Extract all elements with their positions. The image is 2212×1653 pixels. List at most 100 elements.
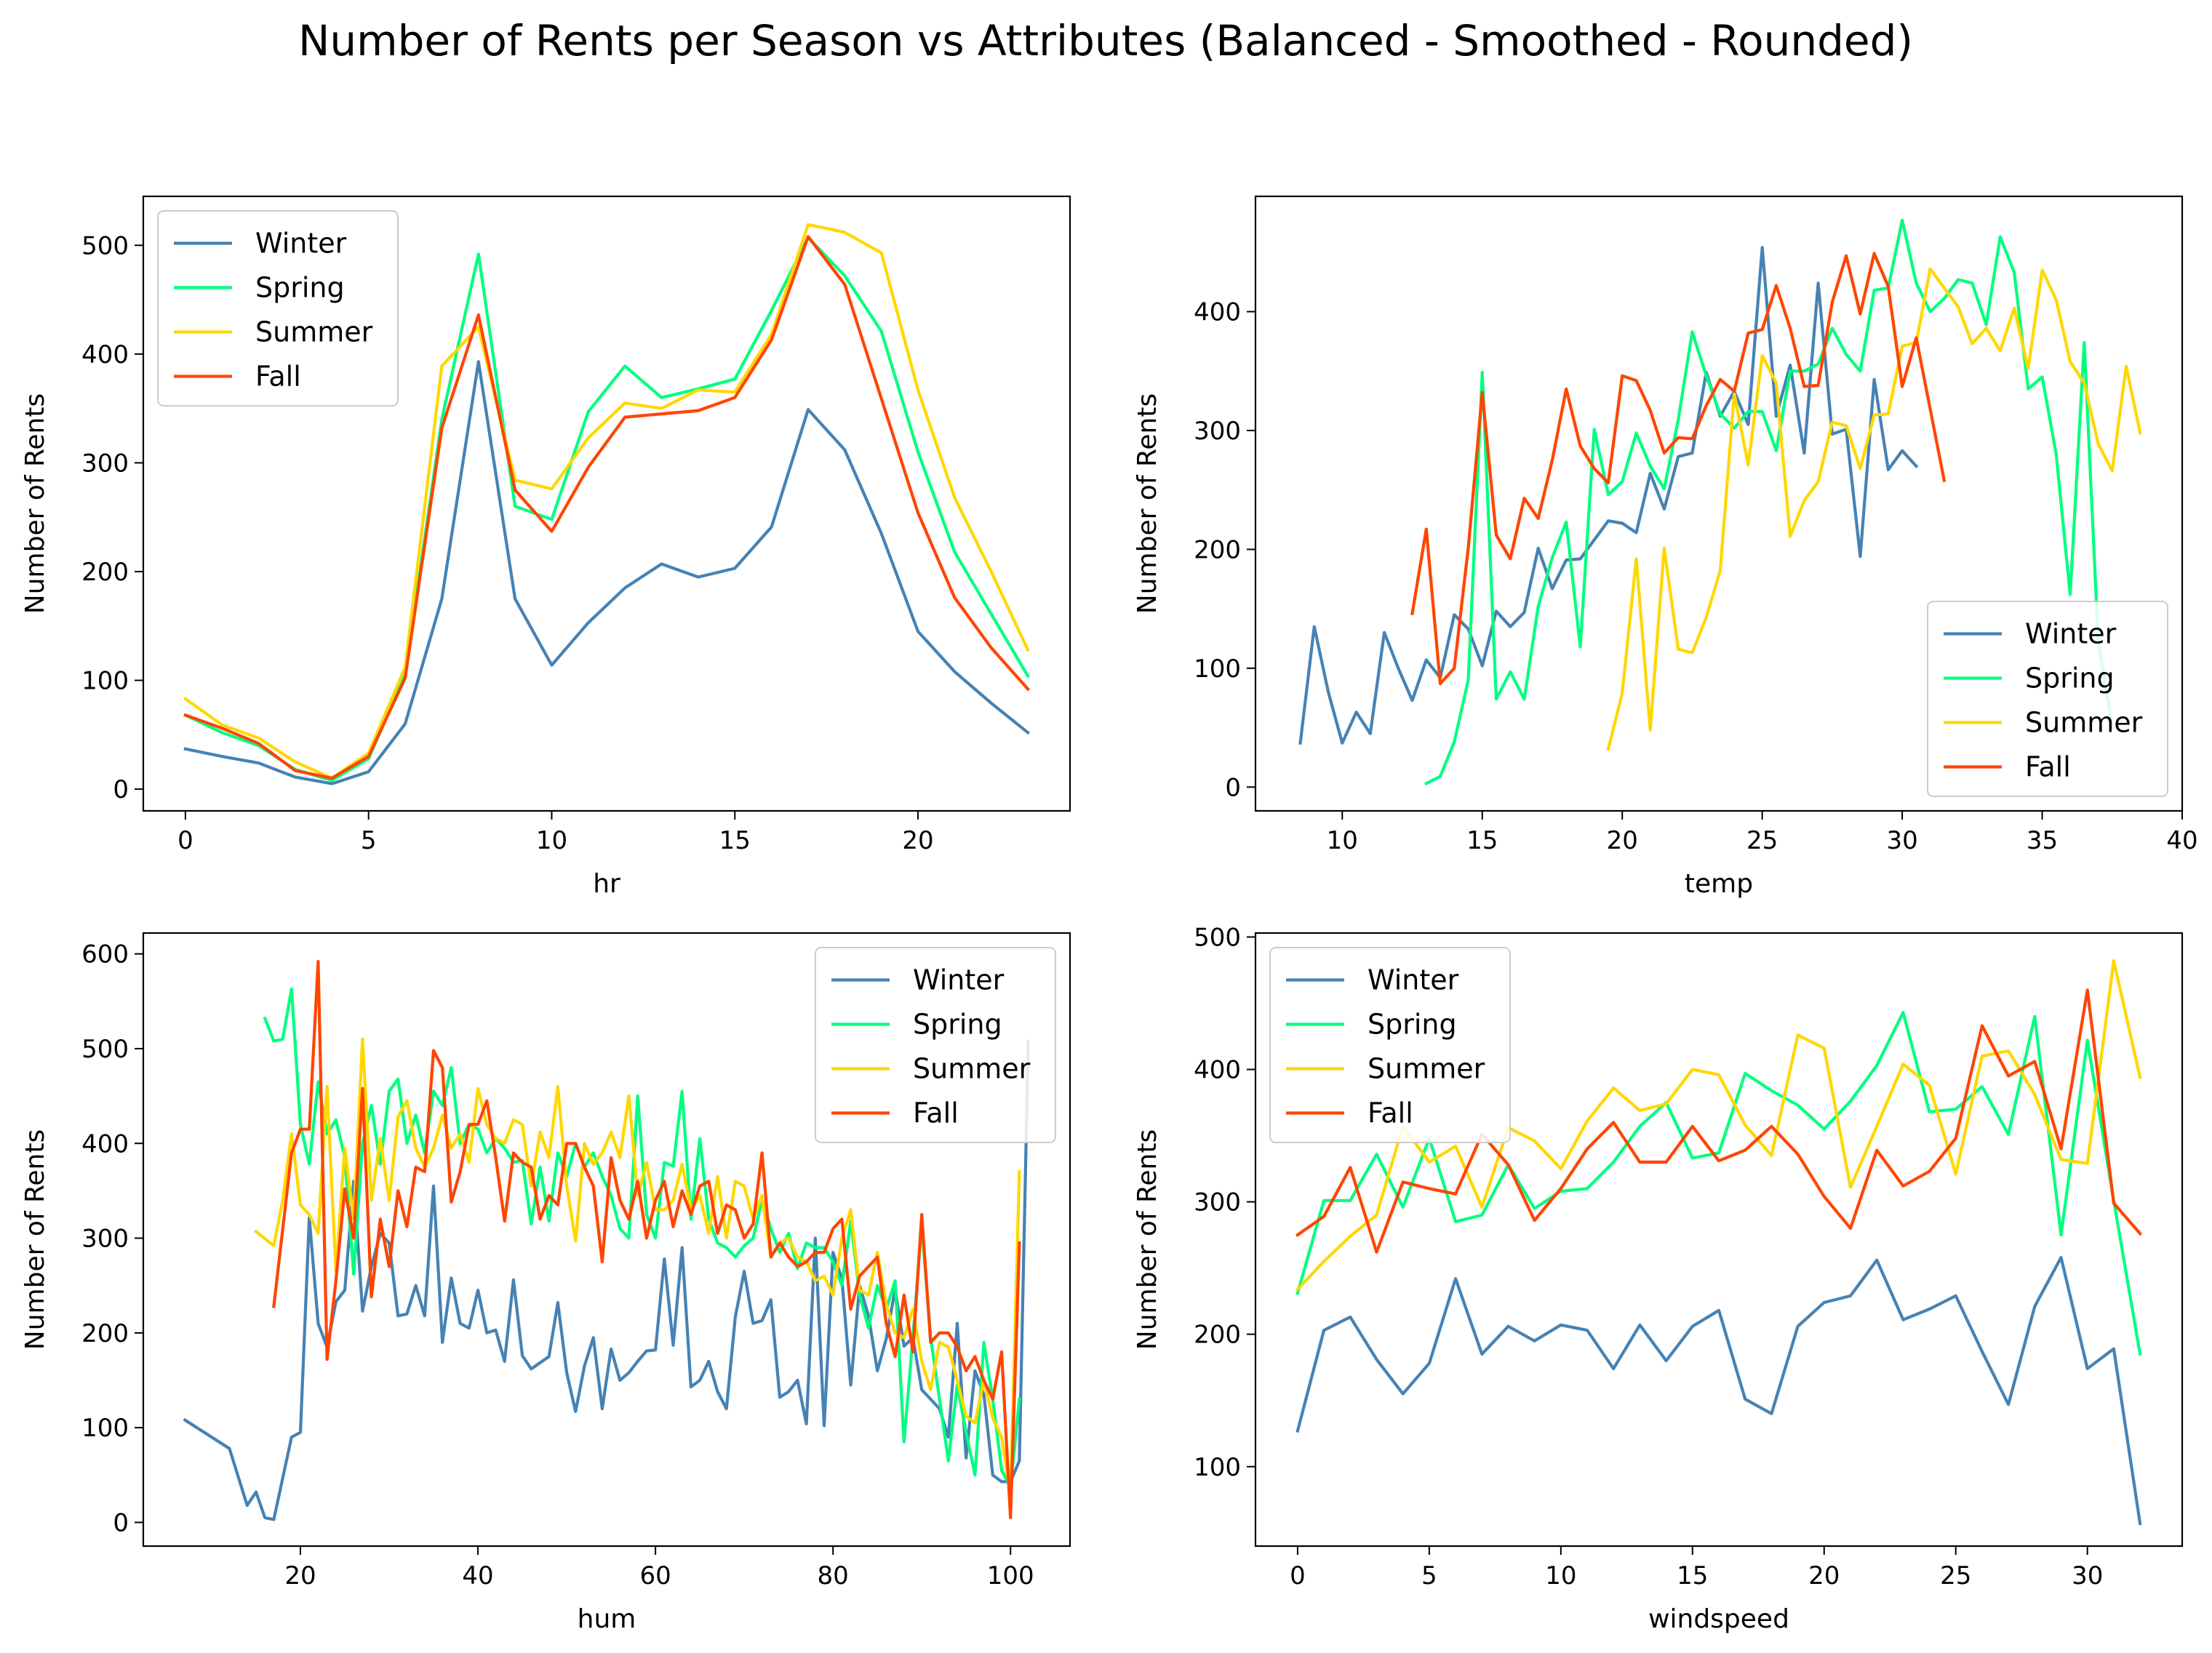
chart-hum-series-fall: [272, 959, 1021, 1519]
chart-temp-xtick-label: 30: [1886, 826, 1917, 855]
chart-windspeed-xtick-label: 30: [2072, 1561, 2103, 1590]
chart-temp-ylabel: Number of Rents: [1133, 393, 1162, 614]
chart-windspeed-legend-label-summer: Summer: [1367, 1053, 1485, 1085]
chart-hum-ytick-label: 500: [81, 1035, 129, 1064]
chart-hum-xtick-label: 40: [462, 1561, 493, 1590]
chart-temp-xtick-label: 35: [2027, 826, 2058, 855]
chart-windspeed-ytick-label: 100: [1194, 1453, 1241, 1482]
chart-temp-legend: Winter Spring Summer Fall: [1927, 601, 2168, 797]
chart-windspeed-legend-frame: [1269, 947, 1511, 1143]
chart-temp-xtick-label: 25: [1746, 826, 1778, 855]
chart-hum-legend-label-winter: Winter: [913, 964, 1005, 996]
chart-hum-legend-label-spring: Spring: [913, 1009, 1002, 1041]
chart-temp-series-group: [1298, 218, 2142, 786]
chart-temp-series-winter: [1298, 246, 1919, 745]
chart-hr-axes-frame: [142, 195, 1071, 812]
chart-hr-series-group: [183, 223, 1031, 785]
chart-temp-series-summer: [1606, 267, 2142, 751]
chart-windspeed-xtick-label: 25: [1940, 1561, 1971, 1590]
chart-hum-ytick-label: 0: [113, 1508, 129, 1537]
chart-hr-xlabel: hr: [593, 869, 620, 899]
chart-hr-legend-label-summer: Summer: [255, 316, 373, 348]
chart-windspeed-xtick-label: 15: [1677, 1561, 1708, 1590]
chart-hum-series-spring: [263, 987, 1021, 1489]
chart-temp-legend-frame: [1927, 601, 2168, 797]
chart-windspeed-ytick-label: 200: [1194, 1321, 1241, 1350]
chart-hum-xlabel: hum: [578, 1604, 636, 1634]
chart-temp-ytick-label: 100: [1194, 655, 1241, 684]
chart-windspeed-ylabel: Number of Rents: [1133, 1129, 1162, 1350]
chart-temp-series-spring: [1424, 218, 2115, 786]
chart-hum-ytick-label: 600: [81, 940, 129, 969]
chart-hum: 20 40 60 80 100 0 100 200 300 400 500 600 hum Number …: [20, 932, 1071, 1634]
chart-windspeed-xtick-label: 20: [1808, 1561, 1840, 1590]
chart-hr-legend: Winter Spring Summer Fall: [157, 210, 399, 407]
chart-hum-legend: Winter Spring Summer Fall: [815, 947, 1056, 1143]
chart-windspeed-legend-label-fall: Fall: [1367, 1097, 1413, 1129]
chart-hum-axes-frame: [142, 932, 1071, 1548]
chart-hr-xtick-label: 20: [902, 826, 933, 855]
chart-hum-xtick-label: 100: [987, 1561, 1034, 1590]
chart-temp-xtick-label: 10: [1327, 826, 1358, 855]
chart-temp-xtick-label: 20: [1607, 826, 1638, 855]
chart-windspeed-legend: Winter Spring Summer Fall: [1269, 947, 1511, 1143]
figure-title: Number of Rents per Season vs Attributes…: [298, 16, 1913, 65]
chart-windspeed-ytick-label: 400: [1194, 1056, 1241, 1085]
chart-hr-series-fall: [183, 235, 1031, 780]
chart-hr-legend-label-winter: Winter: [255, 228, 347, 260]
chart-windspeed-axes-frame: [1254, 932, 2184, 1548]
chart-hr-legend-frame: [157, 210, 399, 407]
chart-temp-series-fall: [1410, 252, 1947, 686]
chart-windspeed-xlabel: windspeed: [1648, 1604, 1789, 1634]
chart-hr-ytick-label: 0: [113, 775, 129, 804]
chart-hr-ytick-label: 100: [81, 667, 129, 696]
chart-hr-ylabel: Number of Rents: [20, 393, 50, 614]
chart-hum-xtick-label: 60: [639, 1561, 671, 1590]
chart-hum-ytick-label: 400: [81, 1129, 129, 1158]
chart-hr-ytick-label: 200: [81, 558, 129, 587]
chart-windspeed-series-group: [1295, 959, 2143, 1526]
chart-temp-xlabel: temp: [1685, 869, 1753, 899]
chart-hr-xtick-label: 15: [719, 826, 751, 855]
chart-temp-axes-frame: [1254, 195, 2184, 812]
chart-hr-legend-label-fall: Fall: [255, 361, 301, 393]
chart-hum-ytick-label: 200: [81, 1319, 129, 1348]
chart-windspeed-series-fall: [1295, 988, 2143, 1254]
chart-hr-xtick-label: 5: [361, 826, 377, 855]
chart-hum-legend-frame: [815, 947, 1056, 1143]
chart-windspeed-series-spring: [1295, 1011, 2142, 1356]
chart-windspeed-xtick-label: 10: [1545, 1561, 1576, 1590]
chart-windspeed-series-summer: [1295, 959, 2142, 1292]
chart-hr-ytick-label: 300: [81, 449, 129, 478]
chart-temp-xtick-label: 40: [2166, 826, 2197, 855]
chart-temp-ytick-label: 200: [1194, 535, 1241, 564]
chart-temp-legend-label-spring: Spring: [2025, 663, 2115, 695]
chart-windspeed-ytick-label: 300: [1194, 1188, 1241, 1217]
chart-hr-ytick-label: 500: [81, 231, 129, 260]
chart-temp-legend-label-fall: Fall: [2025, 751, 2071, 783]
chart-hr-xtick-label: 10: [536, 826, 567, 855]
chart-hum-ylabel: Number of Rents: [20, 1129, 50, 1350]
chart-temp-ytick-label: 300: [1194, 417, 1241, 446]
chart-hr-xtick-label: 0: [177, 826, 193, 855]
chart-hum-xtick-label: 20: [284, 1561, 316, 1590]
chart-windspeed-xtick-label: 5: [1421, 1561, 1437, 1590]
chart-windspeed-xtick-label: 0: [1290, 1561, 1306, 1590]
chart-hum-ytick-label: 300: [81, 1225, 129, 1254]
chart-temp-xtick-label: 15: [1466, 826, 1498, 855]
chart-hum-ytick-label: 100: [81, 1414, 129, 1443]
chart-hum-xtick-label: 80: [818, 1561, 849, 1590]
chart-temp-ytick-label: 400: [1194, 298, 1241, 327]
chart-hum-series-summer: [254, 1037, 1021, 1496]
chart-hum-legend-label-fall: Fall: [913, 1097, 959, 1129]
chart-windspeed-legend-label-spring: Spring: [1367, 1009, 1457, 1041]
chart-windspeed-series-winter: [1295, 1255, 2142, 1526]
chart-hr-ytick-label: 400: [81, 340, 129, 369]
chart-hum-legend-label-summer: Summer: [913, 1053, 1031, 1085]
chart-hr-series-spring: [183, 236, 1030, 783]
chart-windspeed-ytick-label: 500: [1194, 923, 1241, 952]
chart-windspeed-legend-label-winter: Winter: [1367, 964, 1459, 996]
chart-hum-series-group: [183, 959, 1030, 1521]
